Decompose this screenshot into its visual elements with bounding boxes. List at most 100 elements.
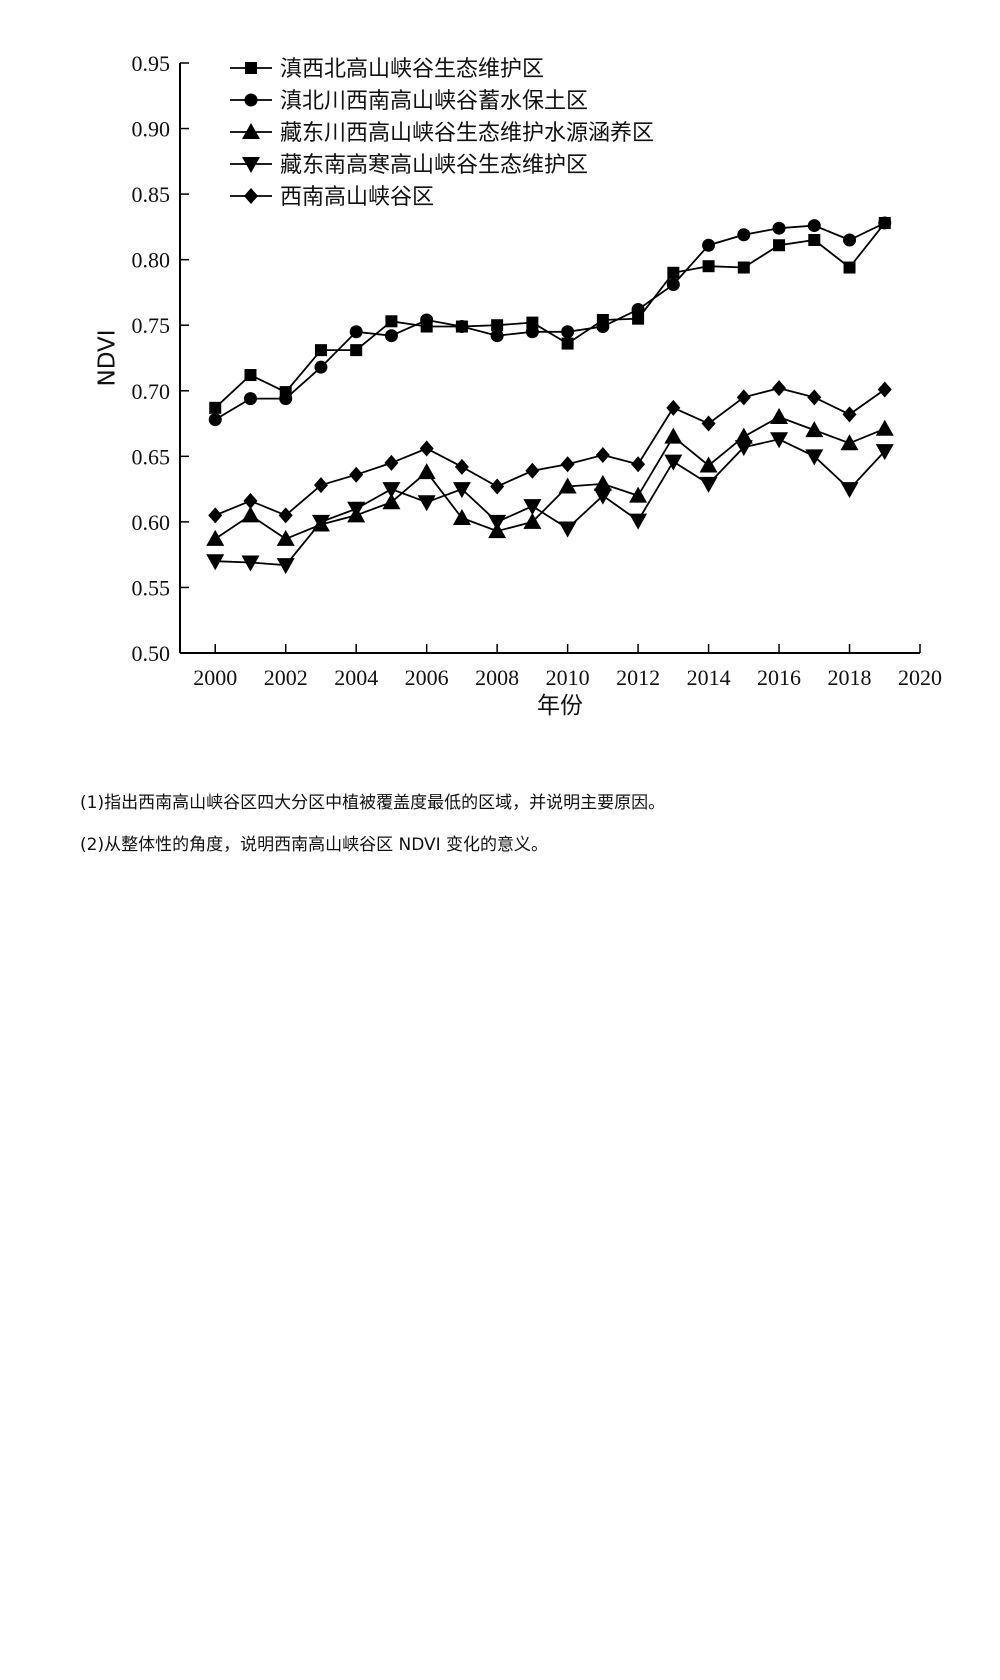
data-point <box>558 521 577 538</box>
x-tick-label: 2012 <box>616 665 660 690</box>
data-point <box>419 440 434 457</box>
data-point <box>770 408 789 424</box>
data-point <box>561 325 575 339</box>
y-tick-label: 0.85 <box>132 182 171 207</box>
data-point <box>805 421 824 438</box>
series-4 <box>206 432 894 575</box>
legend-label: 藏东南高寒高山峡谷生态维护区 <box>280 153 588 178</box>
data-point <box>737 261 750 274</box>
data-point <box>452 508 471 525</box>
data-point <box>384 454 399 471</box>
data-point <box>278 507 293 524</box>
series-5 <box>208 380 892 524</box>
data-point <box>417 495 436 512</box>
question-2: (2)从整体性的角度，说明西南高山峡谷区 NDVI 变化的意义。 <box>80 835 549 855</box>
data-point <box>208 413 222 427</box>
data-point <box>631 456 646 473</box>
data-point <box>808 234 821 246</box>
y-tick-label: 0.65 <box>132 444 171 469</box>
data-point <box>490 478 505 495</box>
legend-item: 藏东川西高山峡谷生态维护水源涵养区 <box>230 121 654 146</box>
data-point <box>455 320 469 334</box>
data-point <box>452 482 471 499</box>
data-point <box>702 238 716 252</box>
data-point <box>488 514 507 531</box>
data-point <box>347 501 366 518</box>
data-point <box>702 260 715 273</box>
series-1 <box>209 216 891 414</box>
legend-item: 滇北川西南高山峡谷蓄水保土区 <box>230 89 588 114</box>
data-point <box>279 392 293 406</box>
data-point <box>313 477 328 494</box>
data-point <box>632 312 645 325</box>
data-point <box>208 507 223 524</box>
x-tick-label: 2020 <box>898 665 942 690</box>
legend-item: 西南高山峡谷区 <box>230 185 434 210</box>
data-point <box>525 325 539 339</box>
data-point <box>206 554 225 571</box>
y-tick-label: 0.80 <box>132 248 171 273</box>
legend-marker <box>244 188 258 204</box>
data-point <box>490 329 504 343</box>
data-point <box>276 558 295 575</box>
data-point <box>666 399 681 416</box>
plot-area <box>206 216 894 575</box>
y-tick-label: 0.90 <box>132 117 171 142</box>
x-tick-label: 2016 <box>757 665 801 690</box>
legend-label: 藏东川西高山峡谷生态维护水源涵养区 <box>280 121 654 146</box>
data-point <box>664 427 683 444</box>
data-point <box>772 221 786 235</box>
data-point <box>770 432 789 449</box>
data-point <box>241 506 260 523</box>
data-point <box>842 406 857 423</box>
data-point <box>382 493 401 510</box>
data-point <box>699 476 718 493</box>
data-point <box>491 319 504 332</box>
y-axis-title: NDVI <box>95 329 121 386</box>
data-point <box>241 555 260 572</box>
y-tick-label: 0.75 <box>132 313 171 338</box>
data-point <box>558 477 577 494</box>
series-2 <box>208 216 892 427</box>
y-tick-label: 0.60 <box>132 510 171 535</box>
data-point <box>593 488 612 505</box>
data-point <box>875 419 894 436</box>
y-tick-label: 0.95 <box>132 51 171 76</box>
chart-legend: 滇西北高山峡谷生态维护区滇北川西南高山峡谷蓄水保土区藏东川西高山峡谷生态维护水源… <box>230 57 654 210</box>
data-point <box>384 329 398 343</box>
data-point <box>699 456 718 473</box>
y-tick-label: 0.55 <box>132 575 171 600</box>
data-point <box>878 216 892 230</box>
data-point <box>701 415 716 432</box>
data-point <box>244 369 257 382</box>
data-point <box>561 337 574 350</box>
data-point <box>664 454 683 471</box>
data-point <box>525 462 540 479</box>
x-tick-label: 2006 <box>405 665 449 690</box>
data-point <box>772 380 787 397</box>
data-point <box>875 444 894 461</box>
series-line <box>215 438 886 567</box>
data-point <box>840 482 859 499</box>
data-point <box>667 266 680 279</box>
x-tick-label: 2008 <box>475 665 519 690</box>
data-point <box>311 514 330 531</box>
x-axis-title: 年份 <box>537 693 583 719</box>
ndvi-line-chart: 0.50 0.55 0.60 0.65 0.70 0.75 0.80 0.85 0.90 0.95… <box>95 51 943 719</box>
y-tick-label: 0.70 <box>132 379 171 404</box>
legend-label: 滇西北高山峡谷生态维护区 <box>280 57 544 82</box>
data-point <box>843 233 857 247</box>
data-point <box>877 381 892 398</box>
y-tick-label: 0.50 <box>132 641 171 666</box>
data-point <box>734 427 753 444</box>
data-point <box>420 313 434 327</box>
legend-label: 西南高山峡谷区 <box>280 185 434 210</box>
data-point <box>737 228 751 242</box>
legend-item: 藏东南高寒高山峡谷生态维护区 <box>230 153 588 178</box>
data-point <box>382 482 401 499</box>
x-tick-label: 2010 <box>546 665 590 690</box>
data-point <box>349 325 363 339</box>
legend-marker <box>245 62 257 74</box>
data-point <box>734 440 753 457</box>
legend-marker <box>244 93 258 107</box>
